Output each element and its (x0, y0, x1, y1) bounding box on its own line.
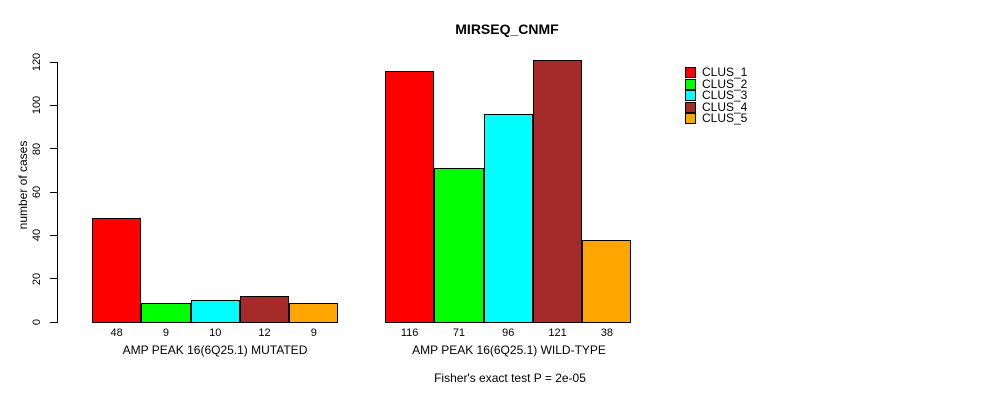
legend-label: CLUS_1 (702, 65, 748, 79)
y-axis-tick (50, 148, 57, 150)
legend-swatch-icon (685, 90, 696, 101)
legend-label: CLUS_3 (702, 88, 748, 102)
y-axis-tick (50, 278, 57, 280)
y-axis-tick-label: 100 (31, 96, 43, 115)
bar-value-label: 48 (110, 327, 123, 339)
bar-clus_5 (289, 302, 339, 323)
bar-value-label: 116 (400, 327, 419, 339)
chart-title: MIRSEQ_CNMF (455, 21, 559, 37)
y-axis-tick (50, 191, 57, 193)
bar-clus_4 (532, 59, 583, 323)
legend-label: CLUS_2 (702, 76, 748, 91)
legend-swatch-icon (685, 113, 696, 124)
legend-swatch-icon (685, 78, 696, 90)
y-axis-tick (50, 104, 57, 106)
y-axis-label: number of cases (16, 140, 30, 230)
legend-swatch-icon (685, 67, 696, 78)
y-axis-line (57, 62, 58, 323)
bar-value-label: 38 (600, 327, 613, 339)
legend-label: CLUS_4 (702, 99, 748, 114)
group-label-mutated: AMP PEAK 16(6Q25.1) MUTATED (122, 343, 308, 357)
y-axis-tick-label: 40 (31, 229, 43, 242)
bar-clus_3 (190, 300, 240, 323)
y-axis-tick (50, 321, 57, 323)
bar-clus_5 (582, 239, 632, 323)
bar-value-label: 12 (258, 327, 271, 339)
y-axis-tick (50, 61, 57, 63)
bar-value-label: 71 (452, 327, 466, 339)
bar-clus_3 (483, 114, 533, 323)
bar-value-label: 121 (548, 327, 567, 339)
bar-value-label: 9 (310, 327, 317, 339)
bar-clus_2 (141, 302, 191, 323)
fisher-exact-test-note: Fisher's exact test P = 2e-05 (434, 371, 586, 385)
bar-value-label: 10 (209, 327, 222, 339)
y-axis-tick-label: 80 (31, 142, 43, 155)
y-axis-tick-label: 0 (31, 318, 43, 326)
y-axis-tick-label: 120 (31, 52, 43, 72)
legend-label: CLUS_5 (702, 111, 748, 125)
bar-value-label: 9 (162, 327, 169, 339)
bar-clus_4 (239, 296, 290, 323)
group-label-wildtype: AMP PEAK 16(6Q25.1) WILD-TYPE (412, 343, 606, 357)
bar-value-label: 96 (502, 327, 515, 339)
bar-clus_1 (92, 218, 142, 323)
y-axis-tick-label: 60 (31, 185, 43, 199)
y-axis-tick-label: 20 (31, 272, 43, 285)
bar-clus_1 (385, 70, 435, 323)
y-axis-tick (50, 234, 57, 236)
bar-clus_2 (434, 168, 484, 323)
legend-swatch-icon (685, 101, 696, 113)
